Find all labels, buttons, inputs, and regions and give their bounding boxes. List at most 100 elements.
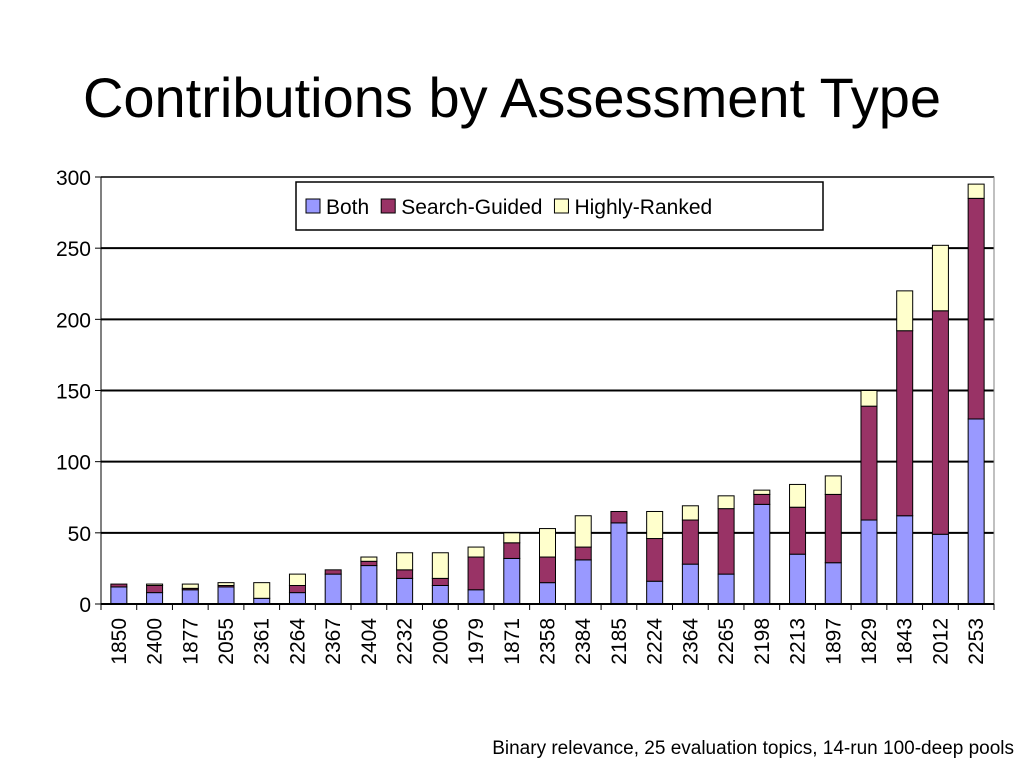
x-tick-label: 2224	[644, 618, 667, 665]
y-tick-label: 150	[56, 381, 91, 404]
bar-stack-1843	[896, 290, 914, 605]
bar-segment-search-guided	[860, 405, 878, 521]
bar-segment-search-guided	[789, 506, 807, 555]
y-tick-label: 250	[56, 238, 91, 261]
bar-segment-highly-ranked	[146, 583, 164, 586]
bar-segment-both	[360, 565, 378, 605]
bar-segment-search-guided	[288, 584, 306, 594]
slide-title: Contributions by Assessment Type	[82, 66, 942, 129]
legend-item: Highly-Ranked	[553, 196, 712, 219]
x-tick-label: 2264	[286, 618, 309, 665]
bar-segment-highly-ranked	[789, 483, 807, 508]
bar-segment-highly-ranked	[753, 489, 771, 495]
legend-item: Both	[305, 196, 369, 219]
bar-segment-both	[539, 582, 556, 605]
bar-segment-both	[288, 592, 306, 605]
bar-segment-both	[896, 515, 914, 605]
legend-swatch	[553, 198, 569, 214]
x-tick-label: 1897	[822, 618, 845, 665]
bar-segment-search-guided	[146, 584, 164, 594]
bar-stack-2404	[360, 556, 378, 605]
y-tick-label: 300	[56, 167, 91, 190]
x-tick-label: 2404	[358, 618, 381, 665]
bar-segment-both	[717, 573, 735, 605]
bar-segment-both	[610, 522, 628, 605]
bar-stack-1877	[181, 583, 199, 605]
bar-segment-both	[931, 533, 949, 605]
bar-segment-both	[753, 503, 771, 605]
stacked-bar-chart: 0 50 100 150 200 250 300 1850 2400 1877 2055 2361 2…	[56, 167, 995, 665]
bar-segment-search-guided	[967, 197, 985, 420]
bar-stack-1897	[824, 475, 842, 605]
bar-segment-both	[574, 559, 592, 605]
bar-segment-search-guided	[610, 510, 628, 524]
x-tick-label: 2265	[715, 618, 738, 665]
bar-stack-2232	[396, 552, 414, 605]
y-tick-label: 200	[56, 309, 91, 332]
y-tick-label: 50	[68, 523, 91, 546]
bar-stack-1829	[860, 390, 878, 605]
bar-segment-search-guided	[431, 577, 449, 586]
bar-stacks	[110, 183, 985, 605]
x-tick-label: 1843	[894, 618, 917, 665]
bar-segment-search-guided	[396, 569, 414, 579]
x-tick-label: 2232	[394, 618, 417, 665]
x-tick-label: 1877	[179, 618, 202, 665]
bar-stack-1850	[110, 583, 128, 605]
x-tick-label: 2400	[144, 618, 167, 665]
bar-segment-search-guided	[717, 508, 735, 575]
bar-segment-highly-ranked	[896, 290, 914, 332]
bar-segment-highly-ranked	[539, 528, 556, 558]
bar-segment-highly-ranked	[217, 582, 235, 586]
y-tick-label: 0	[79, 594, 91, 617]
bar-stack-2364	[681, 505, 699, 605]
bar-segment-both	[324, 573, 342, 605]
y-tick-label: 100	[56, 452, 91, 475]
bar-segment-both	[646, 580, 664, 605]
bar-stack-2253	[967, 183, 985, 605]
x-tick-label: 2006	[429, 618, 452, 665]
bar-segment-both	[503, 557, 521, 605]
bar-segment-search-guided	[503, 542, 521, 559]
legend-swatch	[305, 198, 321, 214]
x-tick-label: 2213	[787, 618, 810, 665]
bar-stack-2384	[574, 515, 592, 605]
x-tick-label: 2361	[251, 618, 274, 665]
bar-segment-search-guided	[681, 519, 699, 565]
bar-segment-search-guided	[646, 538, 664, 582]
bar-segment-highly-ranked	[717, 495, 735, 510]
bar-segment-highly-ranked	[181, 583, 199, 589]
bar-segment-highly-ranked	[860, 390, 878, 407]
bar-segment-both	[824, 562, 842, 605]
bar-segment-highly-ranked	[288, 573, 306, 586]
x-tick-label: 1871	[501, 618, 524, 665]
bar-stack-2224	[646, 510, 664, 605]
bar-segment-both	[681, 563, 699, 605]
bar-segment-both	[181, 589, 199, 605]
x-tick-label: 2364	[679, 618, 702, 665]
bar-segment-search-guided	[931, 310, 949, 535]
x-tick-label: 2367	[322, 618, 345, 665]
bar-segment-search-guided	[467, 556, 485, 591]
bar-stack-1979	[467, 546, 485, 605]
bar-stack-2055	[217, 582, 235, 605]
bar-stack-2198	[753, 489, 771, 605]
bar-segment-both	[396, 577, 414, 605]
x-tick-label: 2253	[965, 618, 988, 665]
bar-segment-search-guided	[324, 569, 342, 575]
bar-segment-highly-ranked	[253, 582, 271, 599]
bar-segment-both	[217, 586, 235, 605]
bar-stack-2012	[931, 244, 949, 605]
bar-segment-highly-ranked	[503, 532, 521, 544]
bar-segment-search-guided	[360, 560, 378, 567]
bar-segment-highly-ranked	[681, 505, 699, 521]
footnote: Binary relevance, 25 evaluation topics, …	[492, 738, 1014, 759]
bar-stack-2006	[431, 552, 449, 605]
legend-swatch	[380, 198, 396, 214]
bar-stack-2361	[253, 582, 271, 605]
x-tick-label: 1829	[858, 618, 881, 665]
bar-stack-1871	[503, 532, 521, 605]
x-tick-label: 1979	[465, 618, 488, 665]
bar-segment-highly-ranked	[467, 546, 485, 558]
bar-segment-highly-ranked	[967, 183, 985, 199]
